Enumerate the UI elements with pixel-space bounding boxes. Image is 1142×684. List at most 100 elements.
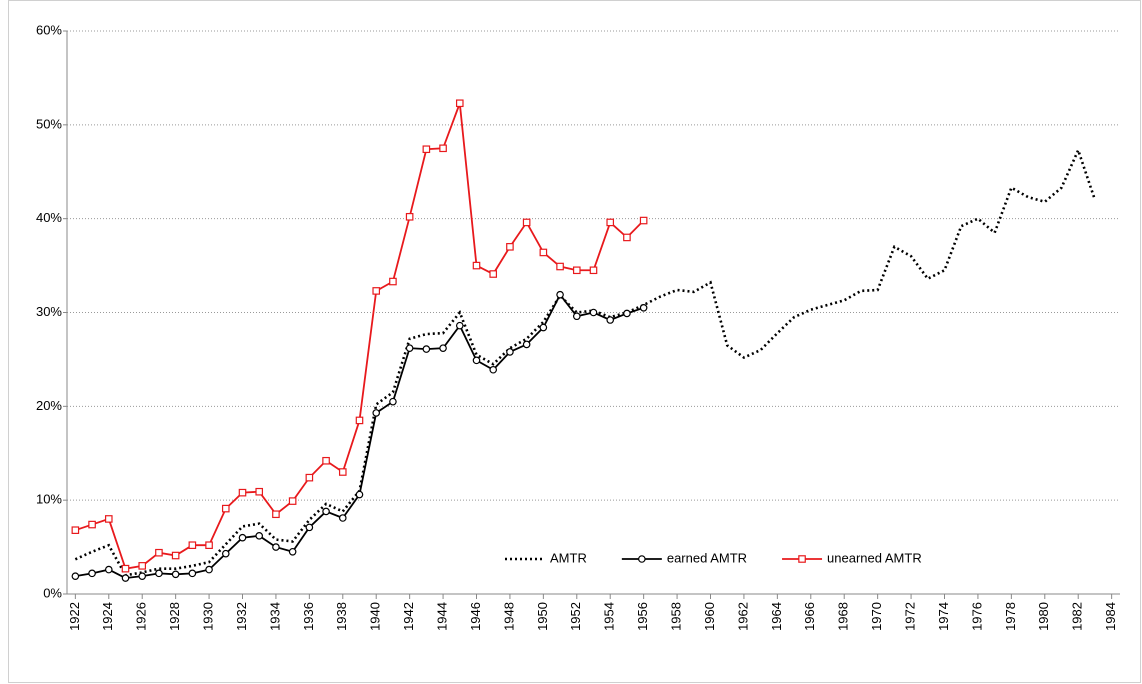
point	[322, 507, 330, 516]
point	[171, 570, 180, 579]
x-tick-label: 1960	[702, 602, 717, 631]
point	[506, 243, 514, 251]
x-tick-label: 1942	[401, 602, 416, 631]
point	[121, 564, 130, 573]
point	[556, 290, 564, 299]
y-tick-label: 0%	[43, 585, 62, 600]
x-tick-label: 1980	[1036, 602, 1051, 631]
point	[104, 515, 113, 523]
point	[455, 99, 464, 108]
x-tick-label: 1938	[334, 602, 349, 631]
point	[405, 344, 414, 352]
x-tick-label: 1930	[201, 602, 216, 631]
point	[288, 547, 297, 556]
point	[104, 565, 113, 574]
x-tick-label: 1926	[134, 602, 149, 631]
point	[522, 340, 531, 349]
x-tick-label: 1936	[301, 602, 316, 631]
point	[88, 569, 96, 578]
y-tick-label: 40%	[36, 210, 62, 225]
y-tick-label: 20%	[36, 398, 62, 413]
point	[272, 510, 280, 519]
point	[305, 523, 314, 532]
x-tick-label: 1950	[535, 602, 550, 631]
point	[623, 309, 631, 318]
chart-frame	[8, 0, 1141, 683]
point	[322, 456, 330, 465]
point	[205, 565, 213, 574]
legend-marker	[638, 555, 646, 563]
point	[422, 345, 431, 353]
point	[589, 266, 598, 275]
point	[272, 543, 280, 551]
x-tick-label: 1924	[100, 602, 115, 631]
point	[221, 549, 230, 558]
x-tick-label: 1944	[435, 602, 450, 631]
x-tick-label: 1968	[836, 602, 851, 631]
x-tick-label: 1982	[1070, 602, 1085, 631]
point	[238, 488, 247, 497]
point	[639, 216, 648, 225]
point	[121, 574, 130, 582]
point	[205, 541, 213, 550]
point	[238, 533, 247, 542]
point	[455, 321, 464, 330]
legend-marker	[798, 555, 806, 563]
point	[288, 497, 297, 505]
point	[572, 266, 581, 275]
point	[155, 548, 163, 557]
point	[539, 323, 548, 332]
point	[389, 397, 397, 406]
point	[255, 532, 264, 540]
point	[221, 504, 230, 513]
x-tick-label: 1974	[936, 602, 951, 631]
x-tick-label: 1946	[468, 602, 483, 631]
x-tick-label: 1966	[802, 602, 817, 631]
point	[138, 562, 147, 570]
point	[639, 304, 648, 312]
x-tick-label: 1970	[869, 602, 884, 631]
point	[489, 270, 498, 278]
point	[506, 348, 514, 356]
point	[338, 468, 347, 476]
point	[355, 416, 364, 425]
x-tick-label: 1972	[903, 602, 918, 631]
x-tick-label: 1952	[568, 602, 583, 631]
x-tick-label: 1958	[669, 602, 684, 631]
x-tick-label: 1984	[1103, 602, 1118, 631]
y-tick-label: 30%	[36, 304, 62, 319]
point	[305, 473, 314, 482]
series-line	[74, 146, 1097, 577]
x-tick-label: 1928	[167, 602, 182, 631]
point	[606, 218, 615, 227]
point	[439, 344, 447, 352]
x-tick-label: 1978	[1003, 602, 1018, 631]
x-tick-label: 1976	[969, 602, 984, 631]
legend-label: unearned AMTR	[827, 550, 922, 565]
point	[88, 520, 96, 529]
legend-label: AMTR	[550, 550, 587, 565]
y-tick-label: 10%	[36, 492, 62, 507]
point	[606, 316, 615, 324]
point	[489, 365, 498, 374]
point	[472, 356, 481, 365]
point	[372, 287, 381, 295]
point	[405, 212, 414, 221]
point	[539, 248, 548, 257]
legend-label: earned AMTR	[667, 550, 747, 565]
point	[522, 218, 531, 227]
point	[338, 514, 347, 522]
x-tick-label: 1922	[67, 602, 82, 631]
x-tick-label: 1932	[234, 602, 249, 631]
point	[439, 144, 447, 153]
x-tick-label: 1934	[267, 602, 282, 631]
point	[188, 569, 197, 578]
point	[71, 526, 80, 534]
point	[138, 572, 147, 580]
y-tick-label: 50%	[36, 116, 62, 131]
point	[255, 487, 264, 496]
x-tick-label: 1940	[368, 602, 383, 631]
x-tick-label: 1954	[602, 602, 617, 631]
point	[422, 145, 431, 154]
